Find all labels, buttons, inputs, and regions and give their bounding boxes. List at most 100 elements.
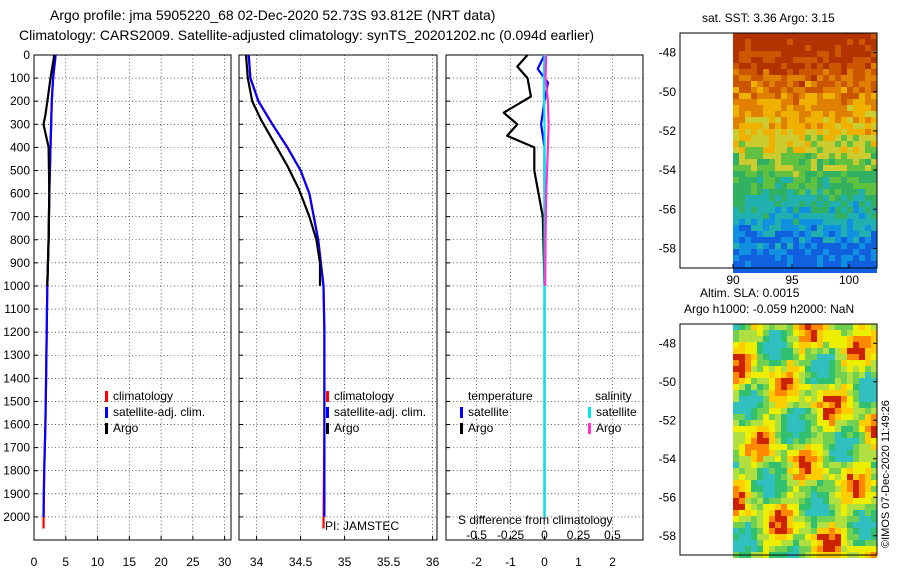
series-line-argo [244,54,322,286]
map-cell [775,201,781,207]
map-cell [817,159,823,165]
map-cell [733,366,739,372]
map-cell [871,420,877,426]
map-cell [829,390,835,396]
map-cell [799,255,805,261]
map-cell [739,366,745,372]
map-cell [835,480,841,486]
map-cell [865,261,871,267]
map-cell [841,33,847,39]
map-cell [865,342,871,348]
map-cell [799,105,805,111]
map-cell [841,462,847,468]
map-y-tick-label: -56 [659,490,677,504]
map-cell [871,522,877,528]
map-cell [829,510,835,516]
map-cell [775,420,781,426]
map-cell [781,123,787,129]
map-cell [787,330,793,336]
map-cell [859,141,865,147]
map-cell [829,426,835,432]
map-cell [763,207,769,213]
map-cell [811,480,817,486]
map-cell [745,87,751,93]
map-cell [799,69,805,75]
map-cell [763,249,769,255]
x-tick-label: 0 [541,555,548,569]
map-cell [805,438,811,444]
map-cell [805,33,811,39]
map-cell [775,474,781,480]
map-cell [835,378,841,384]
map-cell [811,69,817,75]
map-cell [835,324,841,330]
map-cell [775,249,781,255]
map-cell [841,474,847,480]
map-cell [739,534,745,540]
map-cell [865,360,871,366]
map-cell [793,69,799,75]
map-cell [865,171,871,177]
map-cell [805,45,811,51]
map-cell [751,33,757,39]
map-cell [799,159,805,165]
map-cell [769,171,775,177]
map-cell [847,540,853,546]
map-cell [835,159,841,165]
map-cell [859,189,865,195]
map-cell [769,390,775,396]
map-cell [799,111,805,117]
map-cell [847,207,853,213]
map-cell [739,105,745,111]
map-cell [733,45,739,51]
map-cell [787,516,793,522]
map-cell [769,105,775,111]
map-cell [787,324,793,330]
map-cell [787,33,793,39]
map-cell [847,249,853,255]
map-cell [745,129,751,135]
map-cell [787,165,793,171]
map-cell [823,267,829,273]
diff-xlabel: S difference from climatology [458,513,613,527]
map-cell [811,438,817,444]
map-cell [733,261,739,267]
map-cell [775,522,781,528]
map-cell [775,225,781,231]
map-cell [823,480,829,486]
map-cell [739,480,745,486]
map-cell [757,33,763,39]
map-cell [859,480,865,486]
map-cell [865,408,871,414]
map-cell [787,492,793,498]
map-cell [823,456,829,462]
map-cell [799,171,805,177]
map-cell [817,141,823,147]
y-tick-label: 2000 [3,510,30,524]
map-cell [811,75,817,81]
map-cell [787,171,793,177]
map-cell [739,504,745,510]
map-cell [853,534,859,540]
map-cell [745,261,751,267]
map-cell [871,540,877,546]
map-cell [775,195,781,201]
map-cell [787,93,793,99]
map-cell [733,201,739,207]
map-cell [823,504,829,510]
map-cell [823,135,829,141]
map-cell [787,486,793,492]
map-cell [769,159,775,165]
map-cell [745,384,751,390]
map-cell [751,528,757,534]
map-cell [799,201,805,207]
map-cell [811,378,817,384]
map-cell [763,177,769,183]
map-cell [781,171,787,177]
map-cell [781,195,787,201]
map-cell [829,63,835,69]
map-cell [799,492,805,498]
map-cell [763,504,769,510]
map-cell [829,129,835,135]
map-cell [751,360,757,366]
